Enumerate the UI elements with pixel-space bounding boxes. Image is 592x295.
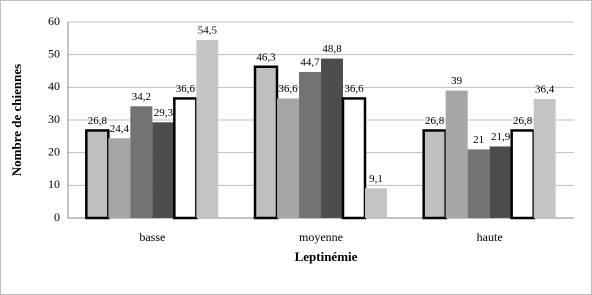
- bar: [152, 122, 175, 218]
- x-tick-label: basse: [139, 230, 165, 244]
- data-label: 46,3: [256, 51, 276, 63]
- data-label: 36,6: [176, 83, 196, 95]
- bar: [422, 129, 447, 220]
- data-label: 54,5: [198, 24, 218, 36]
- bar: [533, 99, 556, 218]
- data-label: 9,1: [369, 173, 383, 185]
- bar: [445, 90, 468, 218]
- bar: [277, 98, 299, 218]
- bar: [108, 138, 131, 218]
- bar: [173, 97, 198, 220]
- bar: [467, 149, 490, 218]
- bar: [321, 58, 343, 218]
- bar: [130, 106, 153, 218]
- bar: [510, 129, 535, 220]
- y-tick-label: 0: [54, 210, 60, 224]
- data-label: 39: [451, 75, 463, 87]
- data-label: 21: [473, 134, 484, 146]
- bar: [253, 65, 279, 220]
- y-tick-label: 60: [48, 14, 60, 28]
- data-label: 21,9: [491, 131, 511, 143]
- data-label: 26,8: [513, 115, 533, 127]
- data-label: 44,7: [300, 57, 320, 69]
- bar: [341, 97, 367, 220]
- bar: [196, 39, 219, 218]
- data-label: 34,2: [132, 91, 151, 103]
- data-label: 36,6: [344, 83, 364, 95]
- bar: [85, 129, 110, 220]
- bar: [489, 146, 512, 218]
- data-label: 26,8: [88, 115, 108, 127]
- x-axis-label: Leptinémie: [295, 249, 358, 264]
- y-tick-label: 30: [48, 112, 60, 126]
- y-tick-label: 50: [48, 46, 60, 60]
- x-tick-label: haute: [477, 230, 503, 244]
- data-label: 29,3: [154, 107, 174, 119]
- data-label: 24,4: [110, 123, 130, 135]
- data-label: 48,8: [322, 43, 342, 55]
- y-tick-label: 40: [48, 79, 60, 93]
- data-label: 26,8: [425, 115, 445, 127]
- y-axis-label: Nombre de chiennes: [9, 64, 24, 176]
- bar: [299, 71, 321, 218]
- data-label: 36,6: [278, 83, 298, 95]
- y-tick-label: 10: [48, 177, 60, 191]
- bar: [365, 188, 387, 218]
- x-tick-label: moyenne: [299, 230, 343, 244]
- data-label: 36,4: [535, 84, 555, 96]
- y-tick-label: 20: [48, 144, 60, 158]
